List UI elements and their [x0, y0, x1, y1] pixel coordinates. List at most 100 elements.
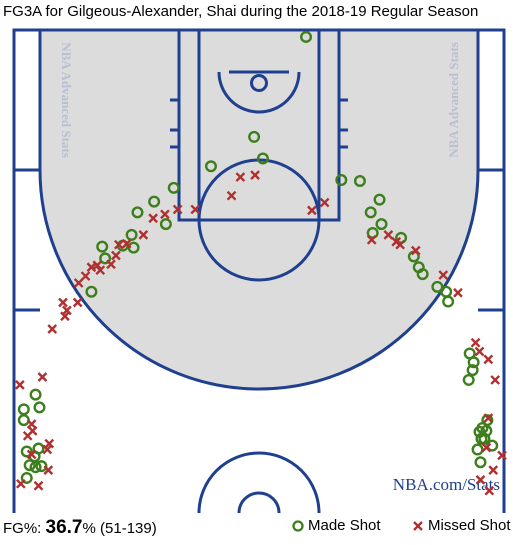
missed-shot-marker [488, 465, 499, 475]
made-shot-marker [471, 443, 484, 456]
missed-shot-marker [481, 442, 492, 453]
fg-summary: FG%: 36.7% (51-139) [3, 517, 157, 539]
made-shot-marker [96, 240, 109, 253]
fg-label: FG%: [3, 520, 42, 537]
missed-shot-marker [410, 245, 421, 256]
missed-shot-marker [22, 430, 33, 441]
missed-shot-marker [475, 475, 486, 485]
missed-shot-marker [95, 265, 106, 276]
missed-shot-icon [413, 521, 423, 531]
made-shot-marker [442, 295, 455, 308]
made-shot-marker [32, 442, 45, 455]
made-shot-marker [85, 285, 98, 298]
missed-shot-marker [366, 234, 377, 245]
made-shot-marker [127, 241, 140, 254]
missed-shot-marker [250, 170, 260, 180]
missed-shot-marker [15, 379, 25, 390]
missed-shot-marker [26, 419, 37, 429]
made-shot-marker [248, 130, 261, 143]
missed-shot-marker [226, 190, 237, 201]
missed-shot-marker [60, 311, 70, 322]
made-shot-marker [167, 181, 180, 194]
made-shot-icon [292, 520, 304, 532]
chart-title: FG3A for Gilgeous-Alexander, Shai during… [3, 3, 479, 20]
missed-shot-marker [106, 259, 116, 270]
missed-shot-marker [453, 287, 463, 298]
missed-shot-marker [73, 278, 84, 288]
restricted-area [217, 71, 301, 114]
made-shot-marker [256, 152, 269, 165]
shot-markers [15, 30, 507, 496]
made-shot-marker [148, 195, 161, 208]
missed-shot-marker [484, 485, 495, 496]
missed-shot-marker [172, 204, 183, 215]
missed-shot-marker [235, 172, 246, 182]
rim [250, 74, 268, 92]
legend-missed-label: Missed Shot [428, 517, 511, 534]
missed-shot-marker [80, 271, 91, 281]
missed-shot-marker [470, 337, 481, 348]
legend-made-label: Made Shot [308, 517, 381, 534]
missed-shot-marker [72, 297, 83, 308]
made-shot-marker [23, 459, 36, 472]
footer: FG%: 36.7% (51-139) Made Shot Missed Sho… [0, 513, 520, 541]
fg-pct-unit: % [82, 520, 96, 537]
missed-shot-marker [497, 450, 507, 461]
center-circle-inner [237, 491, 281, 513]
made-shot-marker [462, 373, 475, 386]
missed-shot-marker [92, 260, 103, 271]
made-shot-marker [416, 268, 429, 281]
made-shot-marker [159, 218, 172, 231]
fg-counts: (51-139) [100, 520, 157, 537]
legend-made: Made Shot [292, 517, 381, 534]
half-court: NBA Advanced Stats NBA Advanced Stats NB… [12, 28, 507, 513]
missed-shot-marker [47, 324, 58, 334]
missed-shot-marker [319, 197, 330, 208]
missed-shot-marker [307, 205, 317, 216]
made-shot-marker [29, 388, 42, 401]
missed-shot-marker [148, 213, 159, 224]
free-throw-circle-top [197, 219, 321, 282]
missed-shot-marker [33, 480, 44, 491]
made-shot-marker [480, 424, 493, 437]
center-circle-outer [197, 451, 321, 513]
missed-shot-marker [395, 239, 405, 250]
made-shot-marker [17, 414, 30, 427]
missed-shot-marker [483, 354, 494, 365]
made-shot-marker [17, 403, 30, 416]
missed-shot-marker [37, 372, 48, 382]
missed-shot-marker [42, 444, 53, 455]
three-point-arc [38, 169, 480, 391]
missed-shot-marker [16, 478, 26, 489]
missed-shot-marker [438, 270, 449, 280]
missed-shot-marker [190, 204, 201, 215]
made-shot-marker [20, 471, 33, 484]
made-shot-marker [353, 174, 366, 187]
inner-paint [197, 28, 321, 222]
watermark-right: NBA Advanced Stats [446, 42, 461, 158]
missed-shot-marker [138, 230, 149, 240]
made-shot-marker [300, 30, 313, 43]
made-shot-marker [335, 174, 348, 187]
made-shot-marker [431, 280, 444, 293]
watermark-left: NBA Advanced Stats [59, 42, 74, 158]
made-shot-marker [364, 206, 377, 219]
three-point-region-fill [40, 30, 478, 389]
made-shot-marker [375, 218, 388, 231]
made-shot-marker [204, 160, 217, 173]
missed-shot-marker [383, 230, 394, 240]
missed-shot-marker [111, 250, 121, 261]
made-shot-marker [33, 401, 46, 414]
fg-pct-value: 36.7 [45, 517, 83, 538]
missed-shot-marker [121, 238, 132, 249]
made-shot-marker [474, 456, 487, 469]
made-shot-marker [125, 228, 138, 241]
made-shot-marker [29, 461, 42, 474]
missed-shot-marker [483, 413, 494, 424]
missed-shot-marker [58, 297, 68, 308]
made-shot-marker [99, 252, 112, 265]
missed-shot-marker [26, 449, 37, 460]
made-shot-marker [373, 193, 386, 206]
made-shot-marker [131, 206, 144, 219]
watermark-corner: NBA.com/Stats [393, 475, 500, 494]
